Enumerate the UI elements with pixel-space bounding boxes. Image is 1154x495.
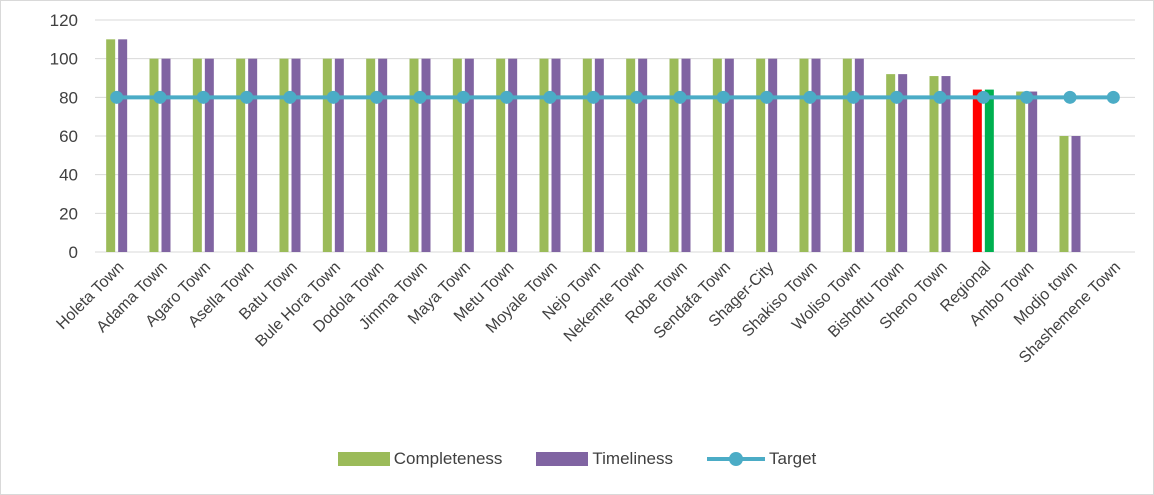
legend-label-target: Target — [769, 449, 817, 468]
bar-timeliness — [984, 89, 994, 252]
target-point — [240, 90, 254, 104]
bar-completeness — [149, 58, 159, 252]
bar-completeness — [1059, 136, 1069, 252]
bar-completeness — [496, 58, 506, 252]
bar-completeness — [236, 58, 246, 252]
bar-completeness — [192, 58, 202, 252]
bar-timeliness — [334, 58, 344, 252]
bar-timeliness — [551, 58, 561, 252]
bar-timeliness — [854, 58, 864, 252]
target-point — [890, 90, 904, 104]
target-point — [456, 90, 470, 104]
target-point — [413, 90, 427, 104]
bar-timeliness — [291, 58, 301, 252]
target-point — [1106, 90, 1120, 104]
legend-item-timeliness: Timeliness — [536, 449, 673, 469]
bars — [106, 39, 1081, 253]
y-tick-label: 40 — [59, 166, 78, 185]
y-tick-label: 60 — [59, 127, 78, 146]
y-tick-label: 120 — [50, 11, 78, 30]
bar-completeness — [409, 58, 419, 252]
legend-swatch-timeliness — [536, 452, 589, 466]
legend-item-target: Target — [707, 449, 816, 469]
target-point — [586, 90, 600, 104]
bar-completeness — [626, 58, 636, 252]
target-line — [110, 90, 1120, 104]
legend-swatch-target — [707, 452, 766, 466]
legend-label-timeliness: Timeliness — [592, 449, 674, 468]
bar-completeness — [929, 76, 939, 252]
bar-completeness — [1016, 91, 1026, 253]
y-tick-label: 80 — [59, 88, 78, 107]
target-point — [976, 90, 990, 104]
bar-completeness — [756, 58, 766, 252]
bar-timeliness — [378, 58, 388, 252]
target-point — [500, 90, 514, 104]
bar-timeliness — [898, 74, 908, 252]
bar-timeliness — [768, 58, 778, 252]
target-point — [370, 90, 384, 104]
target-point — [196, 90, 210, 104]
bar-timeliness — [594, 58, 604, 252]
y-axis-ticks: 0 20 40 60 80 100 120 — [50, 11, 78, 262]
bar-timeliness — [724, 58, 734, 252]
legend-label-completeness: Completeness — [393, 449, 503, 468]
target-point — [1020, 90, 1034, 104]
target-point — [543, 90, 557, 104]
bar-completeness — [972, 89, 982, 252]
bar-timeliness — [811, 58, 821, 252]
y-tick-label: 20 — [59, 204, 78, 223]
bar-completeness — [799, 58, 809, 252]
bar-completeness — [669, 58, 679, 252]
target-point — [846, 90, 860, 104]
target-point — [1063, 90, 1077, 104]
legend: Completeness Timeliness Target — [0, 449, 1154, 469]
target-point — [326, 90, 340, 104]
bar-timeliness — [1028, 91, 1038, 253]
y-tick-label: 100 — [50, 50, 78, 69]
target-point — [153, 90, 167, 104]
target-point — [933, 90, 947, 104]
bar-timeliness — [248, 58, 258, 252]
bar-completeness — [712, 58, 722, 252]
target-point — [716, 90, 730, 104]
bar-timeliness — [1071, 136, 1081, 252]
bar-timeliness — [941, 76, 951, 252]
bar-completeness — [842, 58, 852, 252]
x-category-label: Bishoftu Town — [825, 259, 907, 341]
bar-timeliness — [508, 58, 518, 252]
target-point — [760, 90, 774, 104]
target-point — [630, 90, 644, 104]
target-point — [673, 90, 687, 104]
bar-completeness — [322, 58, 332, 252]
target-point — [283, 90, 297, 104]
legend-item-completeness: Completeness — [337, 449, 503, 469]
bar-timeliness — [204, 58, 214, 252]
bar-completeness — [106, 39, 116, 253]
bar-completeness — [582, 58, 592, 252]
bar-completeness — [886, 74, 896, 252]
x-category-label: Shakiso Town — [739, 259, 821, 341]
target-point — [803, 90, 817, 104]
legend-swatch-completeness — [337, 452, 390, 466]
x-category-label: Sendafa Town — [651, 259, 735, 343]
bar-timeliness — [638, 58, 648, 252]
bar-timeliness — [421, 58, 431, 252]
bar-completeness — [279, 58, 289, 252]
bar-completeness — [366, 58, 376, 252]
target-point — [110, 90, 124, 104]
bar-timeliness — [118, 39, 128, 253]
bar-timeliness — [681, 58, 691, 252]
bar-completeness — [539, 58, 549, 252]
bar-completeness — [452, 58, 462, 252]
y-tick-label: 0 — [69, 243, 78, 262]
bar-timeliness — [161, 58, 171, 252]
bar-timeliness — [464, 58, 474, 252]
